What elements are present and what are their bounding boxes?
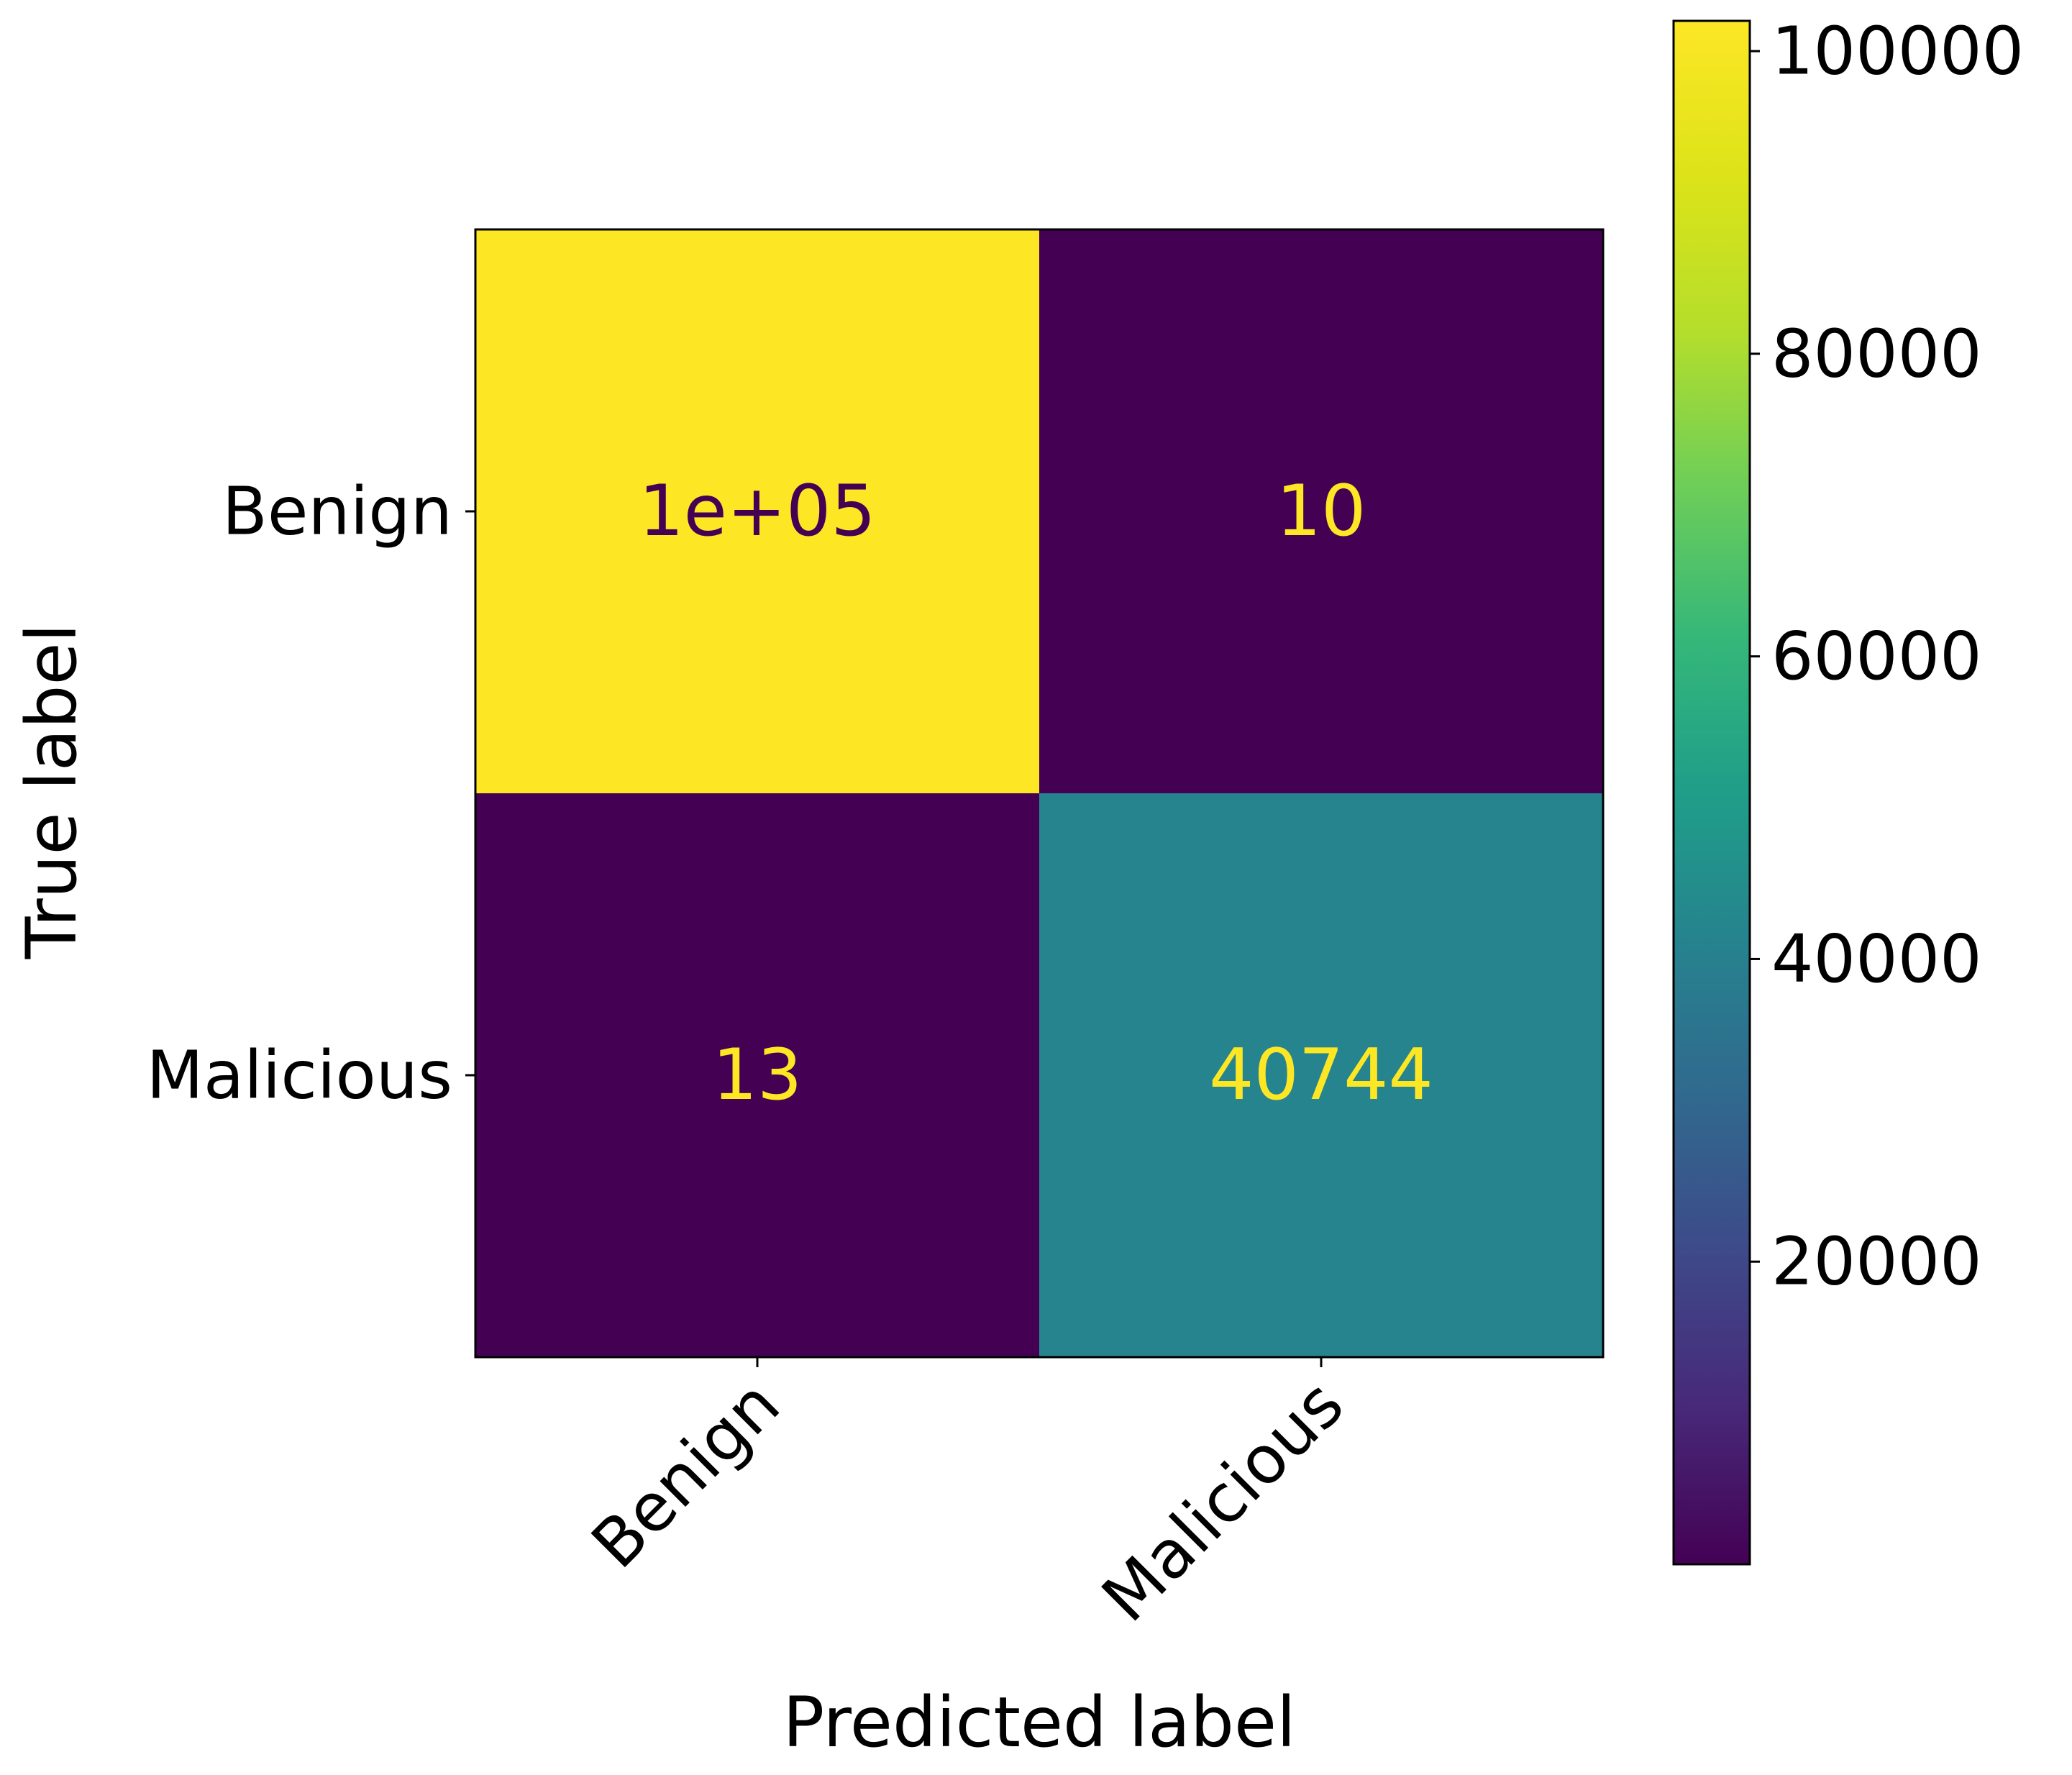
plot-frame <box>474 228 1605 1359</box>
x-tick-label: Benign <box>577 1366 794 1583</box>
heatmap-cells <box>475 229 1603 1357</box>
y-axis-ticks: Benign Malicious <box>146 473 475 1114</box>
x-tick-label: Malicious <box>1087 1366 1359 1637</box>
heatmap-cell-0-0 <box>475 229 1039 793</box>
cell-label-0-1: 10 <box>1277 470 1366 552</box>
colorbar-tick-label: 20000 <box>1771 1223 1982 1300</box>
heatmap-cell-0-1 <box>1039 229 1603 793</box>
colorbar-ticks: 20000 40000 60000 80000 100000 <box>1750 13 2024 1300</box>
y-tick-label: Benign <box>222 473 452 550</box>
y-axis-title: True label <box>12 624 92 960</box>
cell-label-1-1: 40744 <box>1209 1034 1433 1116</box>
heatmap-cell-1-0 <box>475 793 1039 1357</box>
cell-label-0-0: 1e+05 <box>639 470 875 552</box>
cell-label-1-0: 13 <box>713 1034 803 1116</box>
y-tick-label: Malicious <box>146 1037 452 1114</box>
x-axis-title: Predicted label <box>782 1682 1295 1763</box>
colorbar <box>1672 19 1751 1566</box>
colorbar-tick-label: 60000 <box>1771 618 1982 695</box>
cell-labels: 1e+05 10 13 40744 <box>639 470 1433 1116</box>
colorbar-tick-label: 40000 <box>1771 921 1982 998</box>
x-axis-ticks: Benign Malicious <box>577 1357 1359 1637</box>
colorbar-tick-label: 80000 <box>1771 315 1982 392</box>
heatmap-cell-1-1 <box>1039 793 1603 1357</box>
colorbar-tick-label: 100000 <box>1771 13 2024 90</box>
